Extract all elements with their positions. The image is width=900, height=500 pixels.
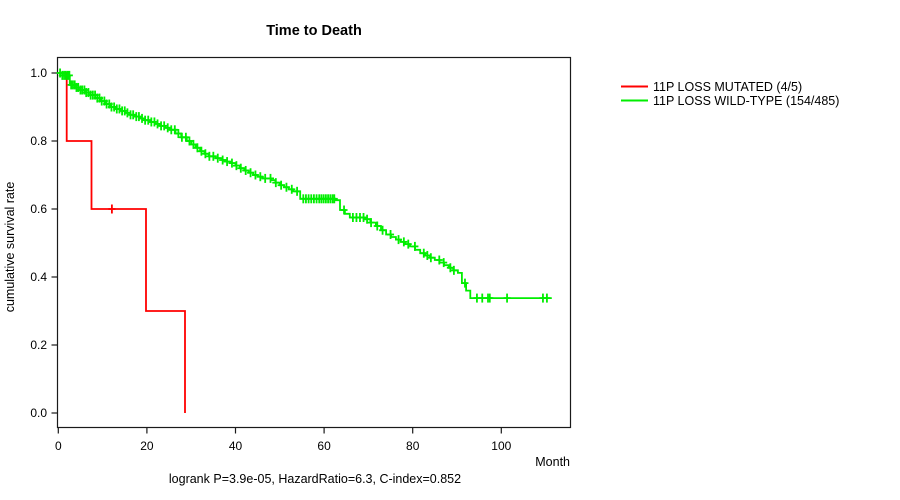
x-tick-label: 60 (317, 439, 331, 453)
y-tick-label: 1.0 (30, 66, 47, 80)
legend-label-wildtype: 11P LOSS WILD-TYPE (154/485) (653, 94, 839, 108)
y-tick-label: 0.2 (30, 338, 47, 352)
x-tick-label: 40 (229, 439, 243, 453)
plot-box (56, 56, 572, 429)
chart-title: Time to Death (266, 23, 362, 39)
y-tick-label: 0.4 (30, 270, 47, 284)
x-axis-label: Month (535, 455, 570, 469)
x-tick-label: 100 (491, 439, 511, 453)
survival-curve-wildtype (58, 72, 552, 299)
x-tick-label: 80 (406, 439, 420, 453)
x-tick-label: 0 (55, 439, 62, 453)
x-tick-label: 20 (140, 439, 154, 453)
stats-annotation: logrank P=3.9e-05, HazardRatio=6.3, C-in… (169, 472, 461, 486)
legend-label-mutated: 11P LOSS MUTATED (4/5) (653, 80, 802, 94)
survival-curves (56, 68, 552, 413)
y-tick-label: 0.6 (30, 202, 47, 216)
y-axis-label: cumulative survival rate (3, 182, 17, 313)
y-tick-label: 0.8 (30, 134, 47, 148)
axis-ticks: 0 20 40 60 80 100 0.0 0.2 0.4 0.6 0.8 1.0 (30, 66, 511, 453)
survival-curve-mutated (58, 72, 186, 413)
legend: 11P LOSS MUTATED (4/5) 11P LOSS WILD-TYP… (621, 80, 839, 108)
y-tick-label: 0.0 (30, 406, 47, 420)
